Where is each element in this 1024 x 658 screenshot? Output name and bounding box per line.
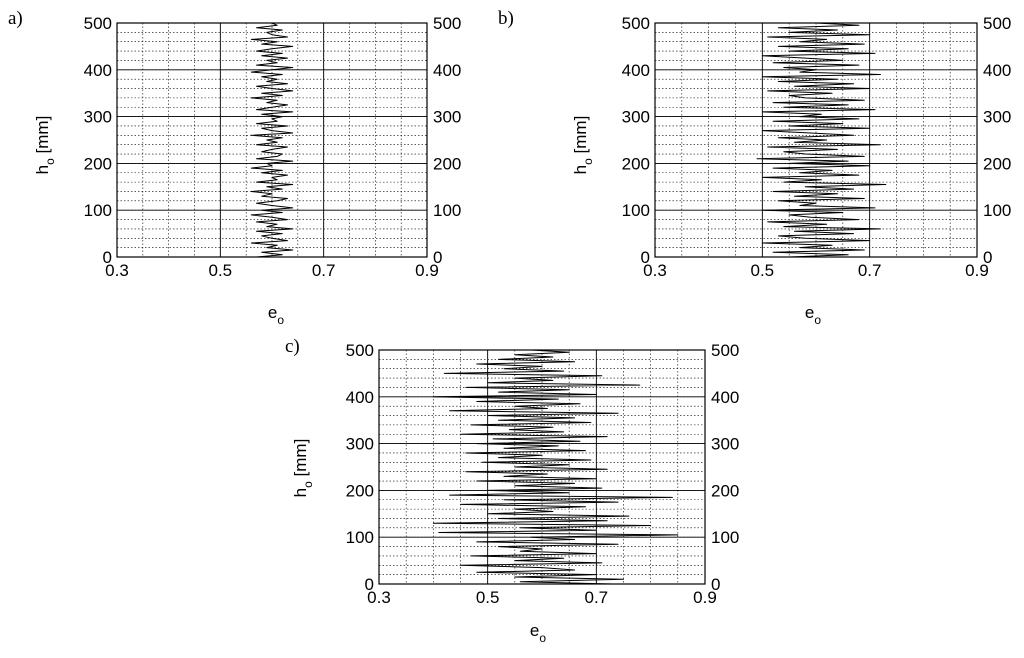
x-axis-label-subscript: o bbox=[539, 631, 546, 645]
panel-label: a) bbox=[8, 8, 23, 29]
x-axis-label-main: e bbox=[268, 303, 277, 322]
x-tick-label: 0.9 bbox=[965, 261, 989, 280]
y-tick-label: 200 bbox=[622, 154, 650, 173]
y-tick-label: 100 bbox=[346, 528, 374, 547]
y-tick-label: 300 bbox=[346, 435, 374, 454]
y-tick-label: 0 bbox=[103, 248, 112, 267]
x-tick-label: 0.3 bbox=[643, 261, 667, 280]
y-tick-label: 500 bbox=[622, 14, 650, 33]
y-axis-label-unit: [mm] bbox=[33, 116, 52, 159]
right-tick-label: 0 bbox=[983, 248, 992, 267]
x-axis-label-subscript: o bbox=[277, 313, 284, 327]
x-axis-label-main: e bbox=[805, 303, 814, 322]
data-series-line bbox=[250, 22, 294, 258]
right-tick-label: 0 bbox=[711, 575, 720, 594]
y-axis-label-main: h bbox=[33, 165, 52, 174]
data-series-line bbox=[756, 22, 887, 258]
x-tick-label: 0.5 bbox=[751, 261, 775, 280]
plot-frame bbox=[654, 22, 978, 258]
right-tick-label: 400 bbox=[983, 61, 1011, 80]
right-tick-label: 200 bbox=[433, 154, 461, 173]
y-tick-label: 300 bbox=[622, 108, 650, 127]
x-axis-label: eo bbox=[530, 621, 546, 645]
right-tick-label: 500 bbox=[711, 341, 739, 360]
y-axis-label-main: h bbox=[571, 165, 590, 174]
right-tick-label: 500 bbox=[433, 14, 461, 33]
x-tick-label: 0.5 bbox=[476, 588, 500, 607]
right-tick-label: 300 bbox=[433, 108, 461, 127]
panel-label: c) bbox=[285, 336, 300, 357]
y-axis-label-unit: [mm] bbox=[291, 439, 310, 482]
y-tick-label: 200 bbox=[84, 154, 112, 173]
y-axis-label-subscript: o bbox=[43, 158, 57, 165]
y-axis-label: ho [mm] bbox=[571, 116, 595, 175]
y-axis-label: ho [mm] bbox=[291, 439, 315, 498]
x-tick-label: 0.7 bbox=[312, 261, 336, 280]
right-tick-label: 200 bbox=[711, 481, 739, 500]
right-tick-label: 100 bbox=[433, 201, 461, 220]
y-axis-label-unit: [mm] bbox=[571, 116, 590, 159]
plot-frame bbox=[378, 349, 706, 585]
x-axis-label-subscript: o bbox=[814, 313, 821, 327]
right-tick-label: 300 bbox=[711, 435, 739, 454]
x-tick-label: 0.9 bbox=[415, 261, 439, 280]
y-tick-label: 400 bbox=[84, 61, 112, 80]
right-tick-label: 300 bbox=[983, 108, 1011, 127]
x-axis-label: eo bbox=[268, 303, 284, 327]
right-tick-label: 100 bbox=[983, 201, 1011, 220]
x-tick-label: 0.3 bbox=[105, 261, 129, 280]
y-axis-label: ho [mm] bbox=[33, 116, 57, 175]
right-tick-label: 100 bbox=[711, 528, 739, 547]
y-tick-label: 0 bbox=[641, 248, 650, 267]
panel-label: b) bbox=[498, 8, 514, 29]
x-axis-label-main: e bbox=[530, 621, 539, 640]
y-axis-label-subscript: o bbox=[301, 481, 315, 488]
y-tick-label: 300 bbox=[84, 108, 112, 127]
right-tick-label: 200 bbox=[983, 154, 1011, 173]
y-tick-label: 400 bbox=[622, 61, 650, 80]
right-tick-label: 400 bbox=[433, 61, 461, 80]
y-tick-label: 100 bbox=[622, 201, 650, 220]
y-tick-label: 500 bbox=[346, 341, 374, 360]
y-tick-label: 400 bbox=[346, 388, 374, 407]
data-series-line bbox=[432, 349, 679, 585]
panel-c: 0.3 0.5 0.7 0.90100200300400500010020030040… bbox=[285, 336, 739, 645]
right-tick-label: 500 bbox=[983, 14, 1011, 33]
x-axis-label: eo bbox=[805, 303, 821, 327]
x-tick-label: 0.7 bbox=[858, 261, 882, 280]
right-tick-label: 400 bbox=[711, 388, 739, 407]
y-tick-label: 0 bbox=[365, 575, 374, 594]
y-axis-label-main: h bbox=[291, 488, 310, 497]
x-tick-label: 0.9 bbox=[693, 588, 717, 607]
right-tick-label: 0 bbox=[433, 248, 442, 267]
plot-frame bbox=[116, 22, 428, 258]
x-tick-label: 0.3 bbox=[367, 588, 391, 607]
y-tick-label: 500 bbox=[84, 14, 112, 33]
panel-b: 0.3 0.5 0.7 0.90100200300400500010020030040… bbox=[498, 8, 1011, 327]
y-tick-label: 200 bbox=[346, 481, 374, 500]
panel-a: 0.3 0.5 0.7 0.90100200300400500010020030040… bbox=[8, 8, 461, 327]
y-axis-label-subscript: o bbox=[581, 158, 595, 165]
x-tick-label: 0.7 bbox=[585, 588, 609, 607]
x-tick-label: 0.5 bbox=[209, 261, 233, 280]
y-tick-label: 100 bbox=[84, 201, 112, 220]
